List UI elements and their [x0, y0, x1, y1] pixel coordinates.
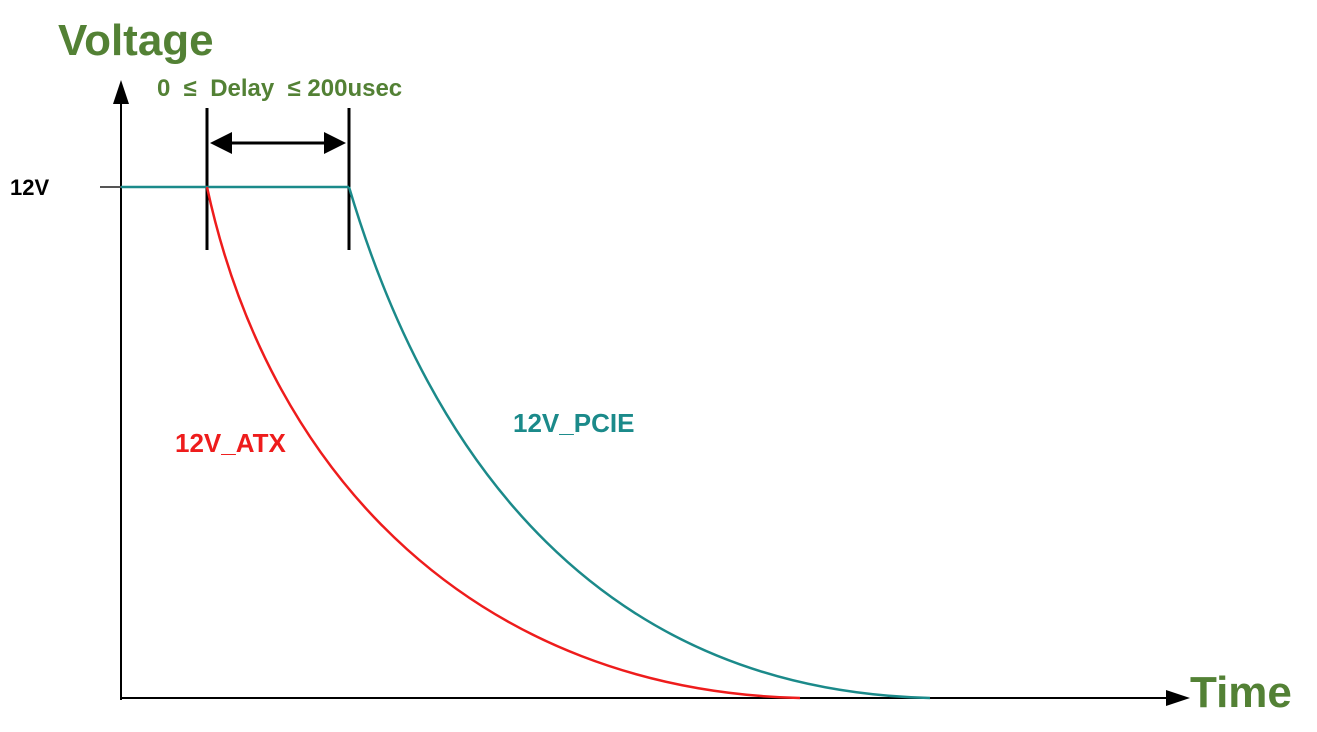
x-axis-arrow-icon — [1166, 690, 1190, 706]
series-12v-pcie-curve — [347, 186, 931, 700]
series-label-12v-pcie: 12V_PCIE — [513, 408, 634, 438]
y-tick-label-12v: 12V — [10, 175, 49, 200]
series-label-12v-atx: 12V_ATX — [175, 428, 286, 458]
delay-arrow-left-icon — [210, 132, 232, 154]
delay-arrow-right-icon — [324, 132, 346, 154]
series-12v-atx-curve — [205, 186, 801, 700]
y-axis-title: Voltage — [58, 16, 214, 65]
y-axis-arrow-icon — [113, 80, 129, 104]
delay-annotation-text: 0 ≤ Delay ≤ 200usec — [157, 75, 402, 102]
x-axis-title: Time — [1190, 668, 1292, 717]
